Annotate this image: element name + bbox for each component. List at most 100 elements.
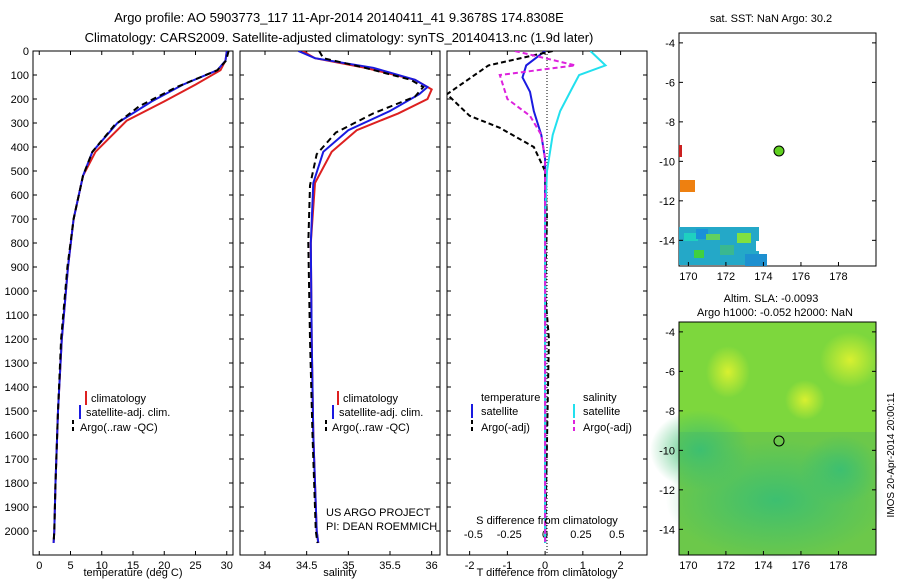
y-tick-label: 800 xyxy=(11,238,29,250)
map-y-tick-label: -10 xyxy=(659,445,675,457)
y-tick-label: 1600 xyxy=(5,430,29,442)
sla-title-1: Altim. SLA: -0.0093 xyxy=(724,293,819,305)
y-tick-label: 1800 xyxy=(5,478,29,490)
salinity-legend: climatology satellite-adj. clim. Argo(..… xyxy=(325,391,423,434)
legend-satellite-clim: satellite-adj. clim. xyxy=(86,407,170,419)
map-x-tick-label: 176 xyxy=(792,560,810,572)
x-tick-label: 35 xyxy=(342,560,354,572)
legend-t-argo: Argo(-adj) xyxy=(481,422,530,434)
s-difference-title: S difference from climatology xyxy=(476,515,618,527)
map-y-tick-label: -8 xyxy=(665,117,675,129)
s-diff-tick-label: -0.25 xyxy=(497,529,522,541)
legend-s-satellite: satellite xyxy=(583,406,620,418)
sla-argo-marker xyxy=(773,435,785,447)
map-x-tick-label: 174 xyxy=(754,271,772,283)
series-argo-raw-qc- xyxy=(307,51,425,544)
salinity-ticks: 34 34.5 35 35.5 36 xyxy=(240,50,440,572)
map-y-tick-label: -4 xyxy=(665,327,675,339)
map-x-tick-label: 170 xyxy=(679,271,697,283)
title-line-1: Argo profile: AO 5903773_117 11-Apr-2014… xyxy=(114,10,564,25)
series-temperature-argo-adj- xyxy=(447,51,553,544)
series-climatology xyxy=(52,51,228,544)
y-tick-label: 0 xyxy=(23,46,29,58)
map-x-tick-label: 172 xyxy=(717,271,735,283)
sla-map-ticks: 170 172 174 176 178 -4 -6 -8 -10 -12 -14 xyxy=(659,327,876,572)
x-tick-label: 36 xyxy=(426,560,438,572)
y-tick-label: 1200 xyxy=(5,334,29,346)
series-satellite-adj-clim- xyxy=(52,51,228,544)
y-tick-label: 1100 xyxy=(5,310,29,322)
map-x-tick-label: 170 xyxy=(679,560,697,572)
x-tick-label: 0 xyxy=(36,560,42,572)
map-x-tick-label: 178 xyxy=(829,560,847,572)
series-argo-raw-qc- xyxy=(52,51,230,544)
y-tick-label: 600 xyxy=(11,190,29,202)
sla-map-data xyxy=(650,322,886,560)
credit-project: US ARGO PROJECT xyxy=(326,507,431,519)
sst-map-ticks: 170 172 174 176 178 -4 -6 -8 -10 -12 -14 xyxy=(659,38,876,283)
x-tick-label: -1 xyxy=(502,560,512,572)
legend-head-salinity: salinity xyxy=(583,392,617,404)
x-tick-label: 35.5 xyxy=(379,560,400,572)
x-tick-label: 34.5 xyxy=(296,560,317,572)
x-tick-label: 2 xyxy=(618,560,624,572)
x-tick-label: 15 xyxy=(127,560,139,572)
y-tick-label: 700 xyxy=(11,214,29,226)
series-salinity-satellite xyxy=(544,51,608,543)
map-y-tick-label: -6 xyxy=(665,366,675,378)
x-tick-label: 10 xyxy=(96,560,108,572)
x-tick-label: 25 xyxy=(189,560,201,572)
legend-s-argo: Argo(-adj) xyxy=(583,422,632,434)
map-y-tick-label: -14 xyxy=(659,524,675,536)
temperature-lines xyxy=(52,51,230,544)
map-y-tick-label: -4 xyxy=(665,38,675,50)
y-tick-label: 1500 xyxy=(5,406,29,418)
salinity-lines xyxy=(297,51,433,544)
legend-head-temperature: temperature xyxy=(481,392,540,404)
s-diff-tick-label: 0.25 xyxy=(570,529,591,541)
legend-t-satellite: satellite xyxy=(481,406,518,418)
map-x-tick-label: 176 xyxy=(792,271,810,283)
y-tick-label: 1000 xyxy=(5,286,29,298)
series-temperature-satellite xyxy=(521,51,547,543)
sla-map-frame xyxy=(678,321,877,556)
y-tick-label: 200 xyxy=(11,94,29,106)
difference-legend: temperature salinity satellite Argo(-adj… xyxy=(471,392,632,434)
x-tick-label: 34 xyxy=(259,560,271,572)
temperature-ticks: 0 5 10 15 20 25 300100200300400500600700800900… xyxy=(5,46,233,572)
y-tick-label: 1400 xyxy=(5,382,29,394)
salinity-axes xyxy=(239,50,441,556)
sst-argo-marker xyxy=(773,145,785,157)
series-salinity-argo-adj- xyxy=(498,51,576,543)
difference-lines xyxy=(447,51,608,544)
map-y-tick-label: -12 xyxy=(659,485,675,497)
watermark: IMOS 20-Apr-2014 20:00:11 xyxy=(886,392,897,517)
legend-sal-climatology: climatology xyxy=(343,393,399,405)
y-tick-label: 400 xyxy=(11,142,29,154)
sst-title: sat. SST: NaN Argo: 30.2 xyxy=(710,13,832,25)
y-tick-label: 2000 xyxy=(5,526,29,538)
map-y-tick-label: -8 xyxy=(665,406,675,418)
x-tick-label: 1 xyxy=(580,560,586,572)
legend-argo: Argo(..raw -QC) xyxy=(80,422,158,434)
series-climatology xyxy=(302,51,433,544)
x-tick-label: -2 xyxy=(465,560,475,572)
y-tick-label: 1700 xyxy=(5,454,29,466)
legend-climatology: climatology xyxy=(91,393,147,405)
y-tick-label: 1300 xyxy=(5,358,29,370)
map-y-tick-label: -14 xyxy=(659,235,675,247)
map-y-tick-label: -6 xyxy=(665,77,675,89)
salinity-xlabel: salinity xyxy=(323,567,357,579)
x-tick-label: 30 xyxy=(221,560,233,572)
x-tick-label: 0 xyxy=(542,560,548,572)
credit-pi: PI: DEAN ROEMMICH xyxy=(326,521,437,533)
temperature-axes xyxy=(32,50,234,556)
map-x-tick-label: 178 xyxy=(829,271,847,283)
y-tick-label: 900 xyxy=(11,262,29,274)
map-y-tick-label: -10 xyxy=(659,156,675,168)
sst-map-data xyxy=(679,145,785,266)
difference-xlabel: T difference from climatology xyxy=(477,567,618,579)
series-satellite-adj-clim- xyxy=(297,51,430,544)
map-x-tick-label: 174 xyxy=(754,560,772,572)
